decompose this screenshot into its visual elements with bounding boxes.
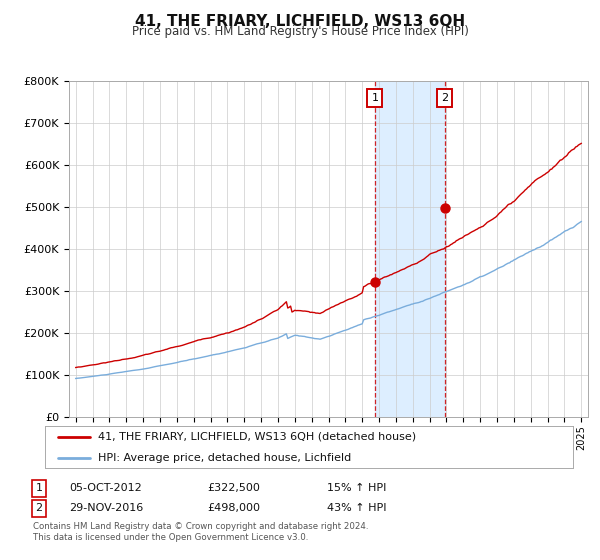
- Bar: [375, 81, 445, 417]
- Text: 41, THE FRIARY, LICHFIELD, WS13 6QH (detached house): 41, THE FRIARY, LICHFIELD, WS13 6QH (det…: [98, 432, 416, 442]
- Text: 1: 1: [371, 93, 379, 103]
- Text: Contains HM Land Registry data © Crown copyright and database right 2024.: Contains HM Land Registry data © Crown c…: [33, 522, 368, 531]
- Text: 05-OCT-2012: 05-OCT-2012: [69, 483, 142, 493]
- Text: 43% ↑ HPI: 43% ↑ HPI: [327, 503, 386, 514]
- Text: 15% ↑ HPI: 15% ↑ HPI: [327, 483, 386, 493]
- Text: £322,500: £322,500: [207, 483, 260, 493]
- Text: This data is licensed under the Open Government Licence v3.0.: This data is licensed under the Open Gov…: [33, 533, 308, 542]
- Text: HPI: Average price, detached house, Lichfield: HPI: Average price, detached house, Lich…: [98, 454, 351, 463]
- Text: Price paid vs. HM Land Registry's House Price Index (HPI): Price paid vs. HM Land Registry's House …: [131, 25, 469, 38]
- Text: 41, THE FRIARY, LICHFIELD, WS13 6QH: 41, THE FRIARY, LICHFIELD, WS13 6QH: [135, 14, 465, 29]
- Text: 2: 2: [35, 503, 43, 514]
- Text: 2: 2: [441, 93, 448, 103]
- Text: 1: 1: [35, 483, 43, 493]
- Text: 29-NOV-2016: 29-NOV-2016: [69, 503, 143, 514]
- Text: £498,000: £498,000: [207, 503, 260, 514]
